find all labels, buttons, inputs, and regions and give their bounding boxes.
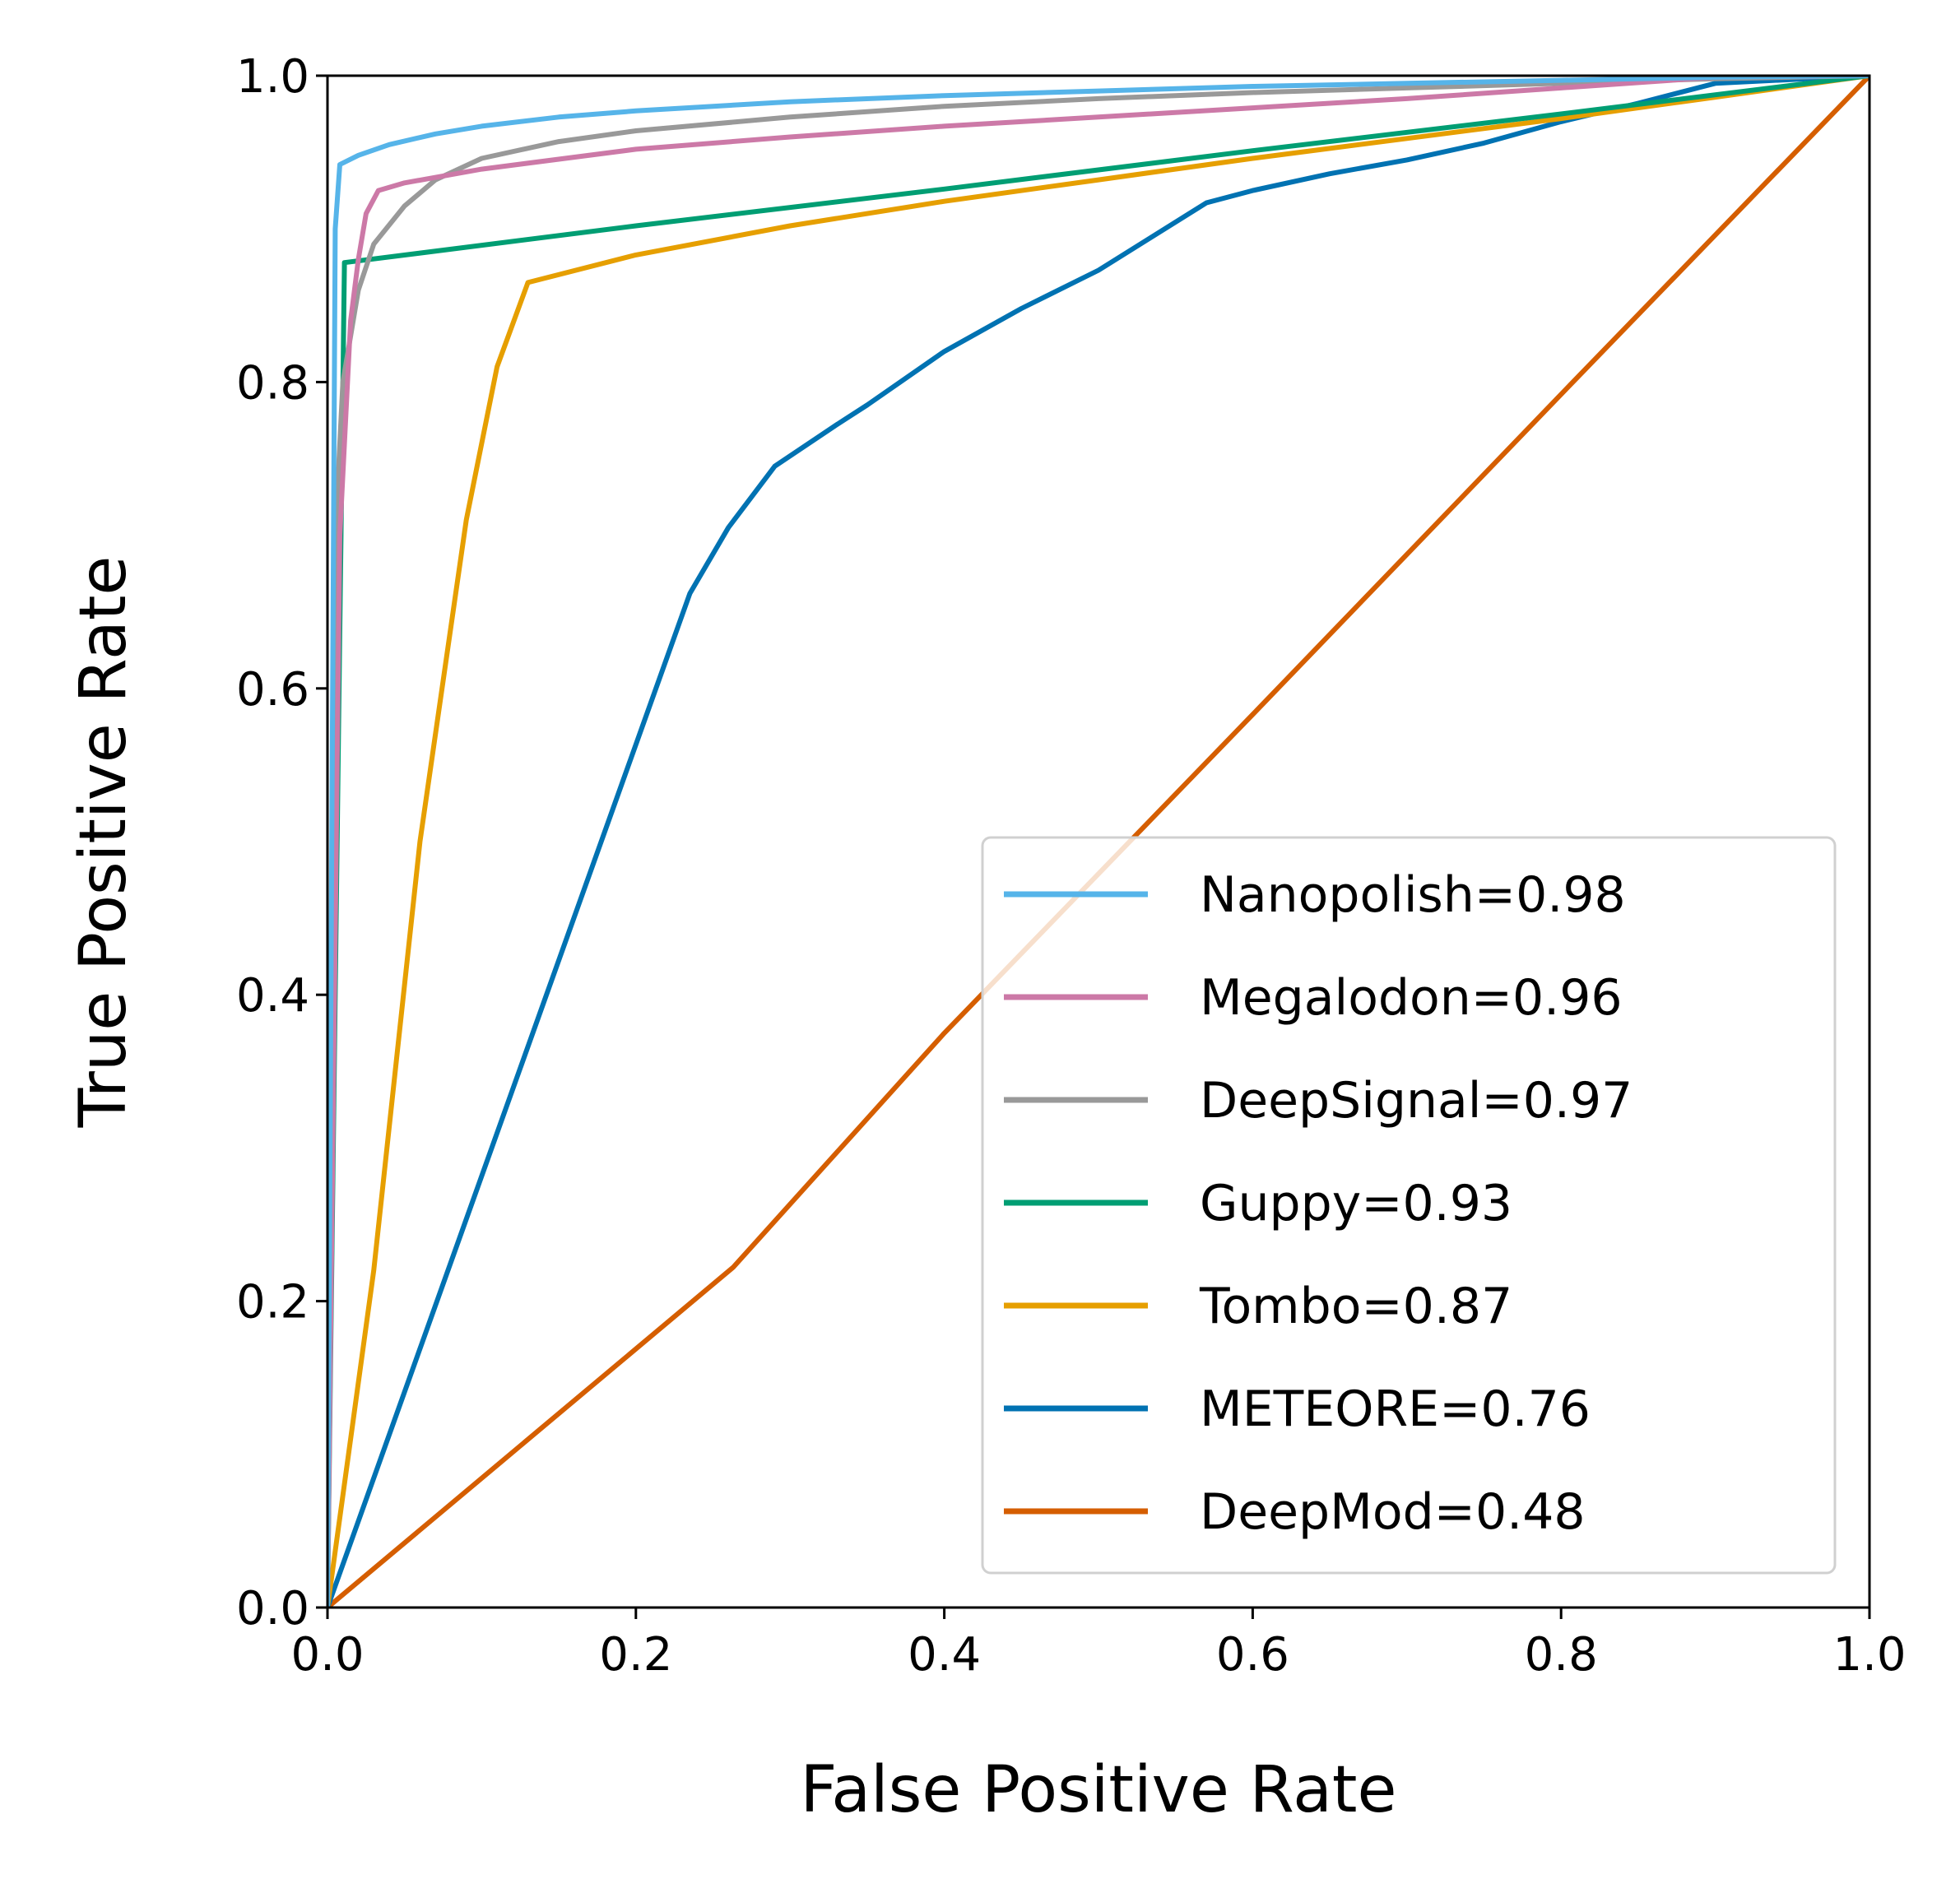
x-axis-title: False Positive Rate bbox=[801, 1753, 1397, 1827]
legend: Nanopolish=0.98 Megalodon=0.96 DeepSignal=… bbox=[981, 836, 1837, 1575]
y-tick-label: 1.0 bbox=[236, 50, 309, 104]
x-tick-label: 0.8 bbox=[1525, 1628, 1598, 1682]
y-axis-title: True Positive Rate bbox=[67, 556, 141, 1129]
legend-label-guppy: Guppy=0.93 bbox=[1200, 1175, 1512, 1232]
legend-label-nanopolish: Nanopolish=0.98 bbox=[1200, 866, 1626, 924]
x-tick-label: 0.0 bbox=[290, 1628, 364, 1682]
y-tick-label: 0.8 bbox=[236, 356, 309, 410]
legend-label-deepsignal: DeepSignal=0.97 bbox=[1200, 1072, 1633, 1130]
legend-entries: Nanopolish=0.98 Megalodon=0.96 DeepSignal=… bbox=[1004, 866, 1633, 1541]
x-tick-label: 0.6 bbox=[1216, 1628, 1289, 1682]
series-line-megalodon bbox=[327, 76, 1869, 1608]
legend-box bbox=[981, 836, 1837, 1575]
series-line-deepsignal bbox=[327, 76, 1869, 1608]
y-tick-label: 0.6 bbox=[236, 663, 309, 717]
legend-label-deepmod: DeepMod=0.48 bbox=[1200, 1483, 1586, 1541]
series-lines bbox=[327, 76, 1869, 1608]
plot-frame bbox=[326, 74, 1871, 1609]
x-tick-label: 0.2 bbox=[599, 1628, 672, 1682]
x-tick-label: 1.0 bbox=[1832, 1628, 1906, 1682]
legend-label-tombo: Tombo=0.87 bbox=[1199, 1278, 1512, 1335]
legend-label-megalodon: Megalodon=0.96 bbox=[1200, 969, 1623, 1027]
y-tick-label: 0.4 bbox=[236, 969, 309, 1023]
y-tick-label: 0.2 bbox=[236, 1276, 309, 1329]
y-axis-ticks: 0.0 0.2 0.4 0.6 0.8 1.0 bbox=[236, 50, 327, 1635]
legend-label-meteore: METEORE=0.76 bbox=[1200, 1380, 1591, 1438]
x-axis-ticks: 0.0 0.2 0.4 0.6 0.8 1.0 bbox=[290, 1608, 1907, 1682]
series-line-tombo bbox=[327, 76, 1869, 1608]
series-line-nanopolish bbox=[327, 76, 1869, 1608]
x-tick-label: 0.4 bbox=[908, 1628, 981, 1682]
series-line-guppy bbox=[327, 76, 1869, 1608]
y-tick-label: 0.0 bbox=[236, 1582, 309, 1635]
